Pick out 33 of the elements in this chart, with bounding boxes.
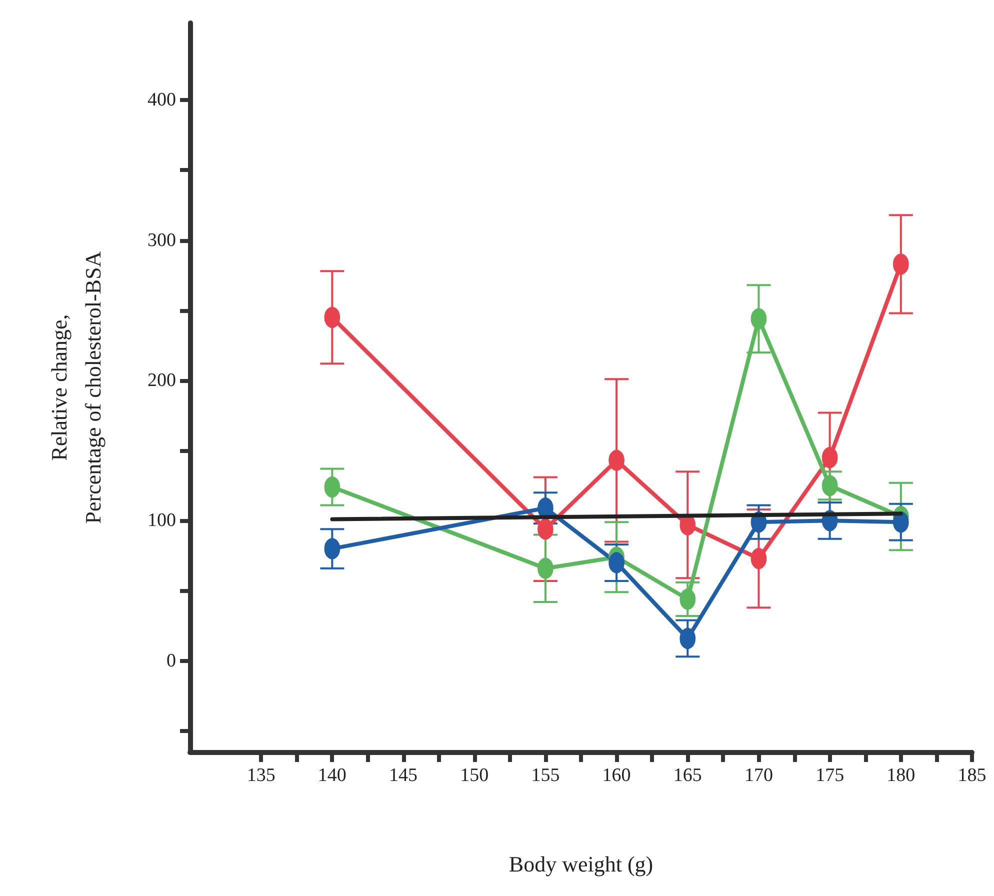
point <box>680 628 696 649</box>
y-tick-label: 400 <box>148 90 176 111</box>
point <box>324 306 340 328</box>
point <box>680 588 696 610</box>
y-tick-label: 0 <box>166 650 176 672</box>
point <box>822 475 838 496</box>
x-tick-label: 185 <box>958 765 986 786</box>
x-tick-label: 155 <box>531 765 560 786</box>
point <box>750 308 767 330</box>
y-tick-label: 100 <box>148 510 176 532</box>
point <box>324 538 340 560</box>
y-axis-title: Relative change, Percentage of cholesterol-BSA <box>46 251 106 524</box>
point <box>608 552 625 574</box>
x-tick-label: 170 <box>744 765 773 786</box>
point <box>822 447 838 468</box>
point <box>537 558 554 579</box>
y-tick-label: 200 <box>148 370 176 391</box>
x-tick-label: 165 <box>673 765 702 786</box>
y-tick-label: 300 <box>148 230 176 251</box>
x-tick-label: 135 <box>246 765 276 786</box>
x-tick-label: 150 <box>460 765 489 786</box>
point <box>608 450 625 471</box>
x-tick-label: 175 <box>816 765 844 786</box>
x-axis-title: Body weight (g) <box>508 852 654 876</box>
point <box>324 476 340 498</box>
point <box>892 254 909 275</box>
x-tick-label: 140 <box>318 765 346 786</box>
point <box>750 548 767 570</box>
x-tick-label: 145 <box>389 765 418 786</box>
x-tick-label: 180 <box>886 765 916 786</box>
point <box>537 518 554 540</box>
x-tick-label: 160 <box>602 765 631 786</box>
point <box>892 512 909 533</box>
